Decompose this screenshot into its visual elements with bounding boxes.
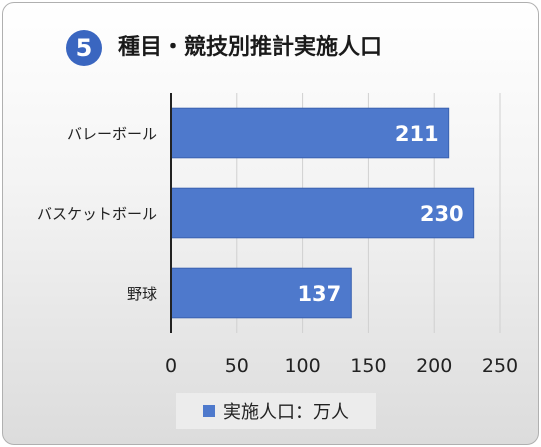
x-tick-label: 150 — [350, 355, 386, 377]
bar-value-label: 230 — [420, 202, 464, 226]
x-tick-label: 100 — [284, 355, 320, 377]
bar-value-label: 137 — [297, 282, 341, 306]
x-tick-label: 50 — [225, 355, 249, 377]
legend-swatch — [203, 405, 215, 417]
x-axis-tick-labels: 0 50 100 150 200 250 — [165, 355, 518, 377]
category-label: 野球 — [127, 285, 157, 303]
chart-title: 種目・競技別推計実施人口 — [118, 35, 383, 60]
bar-value-label: 211 — [395, 122, 439, 146]
x-tick-label: 200 — [416, 355, 452, 377]
category-label: バレーボール — [67, 125, 157, 143]
legend: 実施人口：万人 — [176, 393, 376, 429]
chart-number-badge: 5 — [66, 30, 102, 66]
bars: 211 230 137 — [170, 107, 475, 319]
bar-1 — [170, 187, 475, 239]
x-tick-label: 250 — [482, 355, 518, 377]
x-tick-label: 0 — [165, 355, 177, 377]
legend-label: 実施人口：万人 — [223, 402, 349, 423]
bar-0 — [170, 107, 450, 159]
category-label: バスケットボール — [37, 205, 157, 223]
